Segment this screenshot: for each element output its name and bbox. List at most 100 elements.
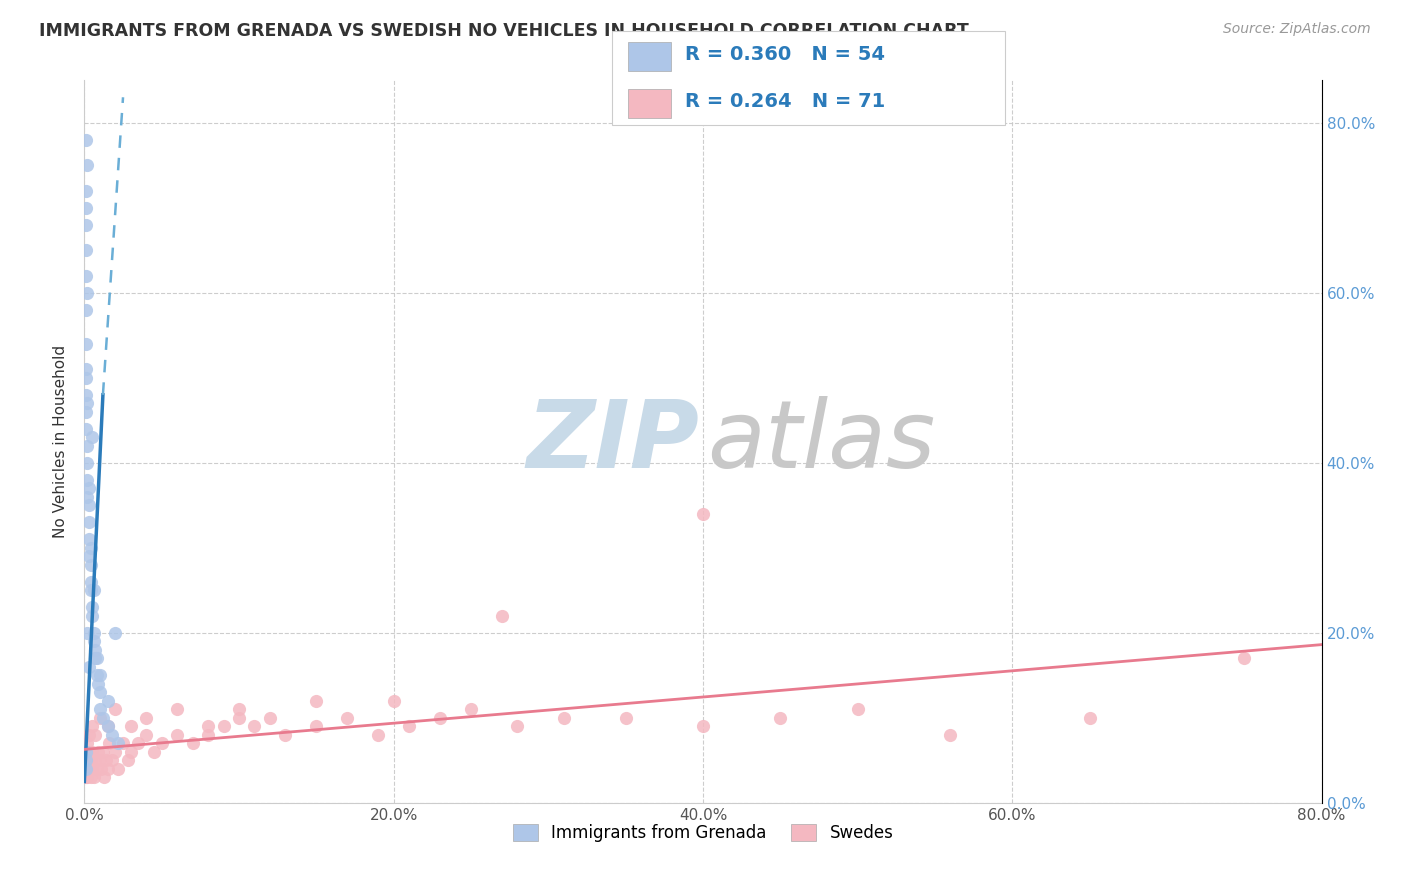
Point xyxy=(82,600,104,615)
Point xyxy=(76,456,98,470)
Point xyxy=(75,362,97,376)
Point xyxy=(104,625,127,640)
Point xyxy=(83,625,105,640)
Point xyxy=(846,702,869,716)
Point xyxy=(75,371,97,385)
Point xyxy=(104,745,127,759)
Point xyxy=(181,736,204,750)
Point xyxy=(77,745,100,759)
Point xyxy=(150,736,173,750)
Point xyxy=(75,753,97,767)
Point xyxy=(75,770,97,784)
Legend: Immigrants from Grenada, Swedes: Immigrants from Grenada, Swedes xyxy=(506,817,900,848)
Text: R = 0.264   N = 71: R = 0.264 N = 71 xyxy=(685,92,884,111)
Point xyxy=(1233,651,1256,665)
Point xyxy=(96,762,118,776)
Point xyxy=(76,490,98,504)
Point xyxy=(305,694,328,708)
Point xyxy=(491,608,513,623)
Point xyxy=(91,745,114,759)
Point xyxy=(75,762,97,776)
Point xyxy=(77,660,100,674)
Point xyxy=(76,625,98,640)
Point xyxy=(692,507,714,521)
Point xyxy=(553,711,575,725)
Point xyxy=(79,770,101,784)
Point xyxy=(90,762,112,776)
Point xyxy=(769,711,792,725)
Point xyxy=(82,719,104,733)
Point xyxy=(75,753,97,767)
Point xyxy=(336,711,359,725)
Point xyxy=(75,388,97,402)
Point xyxy=(76,285,98,300)
Point xyxy=(89,753,111,767)
Point xyxy=(614,711,637,725)
Point xyxy=(84,753,107,767)
Point xyxy=(228,711,250,725)
Point xyxy=(76,770,98,784)
Point xyxy=(84,642,107,657)
Point xyxy=(429,711,451,725)
Point xyxy=(197,728,219,742)
Point xyxy=(77,549,100,564)
Point xyxy=(112,736,135,750)
Point xyxy=(135,711,157,725)
Point xyxy=(93,770,115,784)
Point xyxy=(107,736,129,750)
Point xyxy=(77,516,100,530)
Point xyxy=(104,702,127,716)
Point xyxy=(87,677,110,691)
Point xyxy=(76,158,98,172)
Point xyxy=(84,651,107,665)
Point xyxy=(96,719,118,733)
Point xyxy=(127,736,149,750)
Text: atlas: atlas xyxy=(707,396,935,487)
Point xyxy=(197,719,219,733)
Point xyxy=(75,302,97,317)
Point xyxy=(305,719,328,733)
Point xyxy=(91,711,114,725)
Point xyxy=(83,770,105,784)
Point xyxy=(367,728,389,742)
Point xyxy=(86,762,108,776)
Point xyxy=(87,745,110,759)
Point xyxy=(398,719,420,733)
Point xyxy=(77,762,100,776)
Point xyxy=(101,753,124,767)
Point xyxy=(75,268,97,283)
Point xyxy=(83,634,105,648)
Point xyxy=(76,762,98,776)
Point xyxy=(82,745,104,759)
Point xyxy=(228,702,250,716)
Point xyxy=(75,405,97,419)
Point xyxy=(82,762,104,776)
Point xyxy=(506,719,529,733)
Point xyxy=(243,719,266,733)
Point xyxy=(89,702,111,716)
Point xyxy=(143,745,166,759)
Point xyxy=(89,711,111,725)
Point xyxy=(79,753,101,767)
Point xyxy=(77,498,100,512)
Point xyxy=(86,651,108,665)
Text: Source: ZipAtlas.com: Source: ZipAtlas.com xyxy=(1223,22,1371,37)
Y-axis label: No Vehicles in Household: No Vehicles in Household xyxy=(53,345,69,538)
Point xyxy=(76,753,98,767)
Point xyxy=(1078,711,1101,725)
Text: IMMIGRANTS FROM GRENADA VS SWEDISH NO VEHICLES IN HOUSEHOLD CORRELATION CHART: IMMIGRANTS FROM GRENADA VS SWEDISH NO VE… xyxy=(39,22,969,40)
Point xyxy=(75,201,97,215)
Point xyxy=(166,728,188,742)
Point xyxy=(120,745,142,759)
Point xyxy=(79,541,101,555)
Point xyxy=(75,422,97,436)
Point xyxy=(94,753,117,767)
Point xyxy=(75,244,97,258)
Point xyxy=(83,583,105,598)
Point xyxy=(77,533,100,547)
Point xyxy=(107,762,129,776)
Point xyxy=(939,728,962,742)
Point xyxy=(96,694,118,708)
Point xyxy=(75,218,97,232)
Point xyxy=(75,336,97,351)
